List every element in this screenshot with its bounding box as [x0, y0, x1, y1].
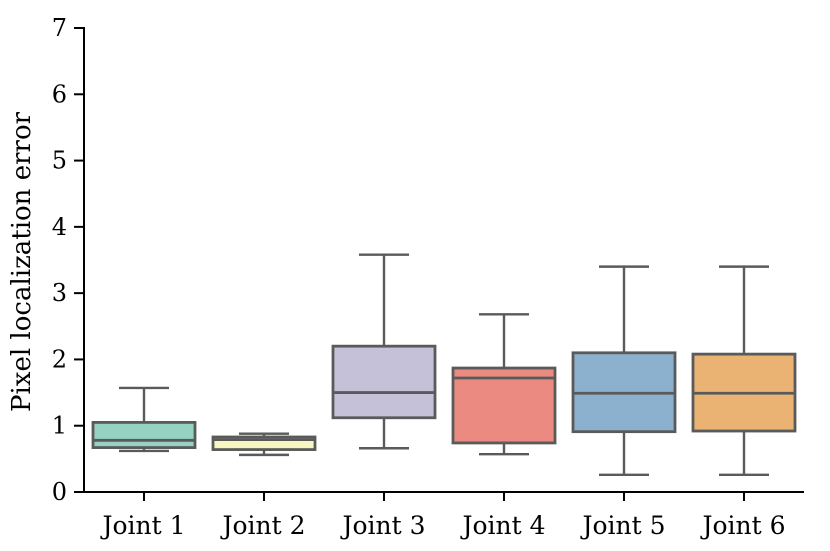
axes-layer: 0 1 2 3 4 5 6 7 Joint 1 Joint 2 Joint 3 Joint 4 Join… [52, 14, 804, 540]
x-tick-label-joint-6: Joint 6 [699, 511, 785, 540]
y-tick-label-5: 5 [52, 147, 67, 175]
y-tick-label-2: 2 [52, 345, 67, 373]
y-axis-label: Pixel localization error [7, 111, 37, 412]
iqr-box [331, 344, 437, 420]
box-joint-2 [211, 432, 317, 457]
box-joint-4 [451, 313, 557, 456]
x-tick-label-joint-5: Joint 5 [579, 511, 665, 540]
box-joint-6 [691, 265, 797, 476]
y-tick-label-1: 1 [52, 412, 67, 440]
x-tick-label-joint-2: Joint 2 [219, 511, 305, 540]
box-joint-3 [331, 253, 437, 450]
box-joint-1 [91, 386, 197, 453]
iqr-box [91, 420, 197, 449]
y-tick-label-6: 6 [52, 80, 67, 108]
iqr-box [451, 366, 557, 445]
y-tick-label-3: 3 [52, 279, 67, 307]
y-tick-label-4: 4 [52, 213, 67, 241]
y-tick-label-0: 0 [52, 478, 67, 506]
x-tick-label-joint-3: Joint 3 [339, 511, 425, 540]
y-tick-label-7: 7 [52, 14, 67, 42]
plot-area: Pixel localization error 0 1 2 3 4 5 6 7 Joint 1… [7, 14, 804, 540]
boxes-layer [91, 253, 797, 476]
box-joint-5 [571, 265, 677, 476]
x-tick-label-joint-1: Joint 1 [99, 511, 185, 540]
x-tick-label-joint-4: Joint 4 [459, 511, 545, 540]
